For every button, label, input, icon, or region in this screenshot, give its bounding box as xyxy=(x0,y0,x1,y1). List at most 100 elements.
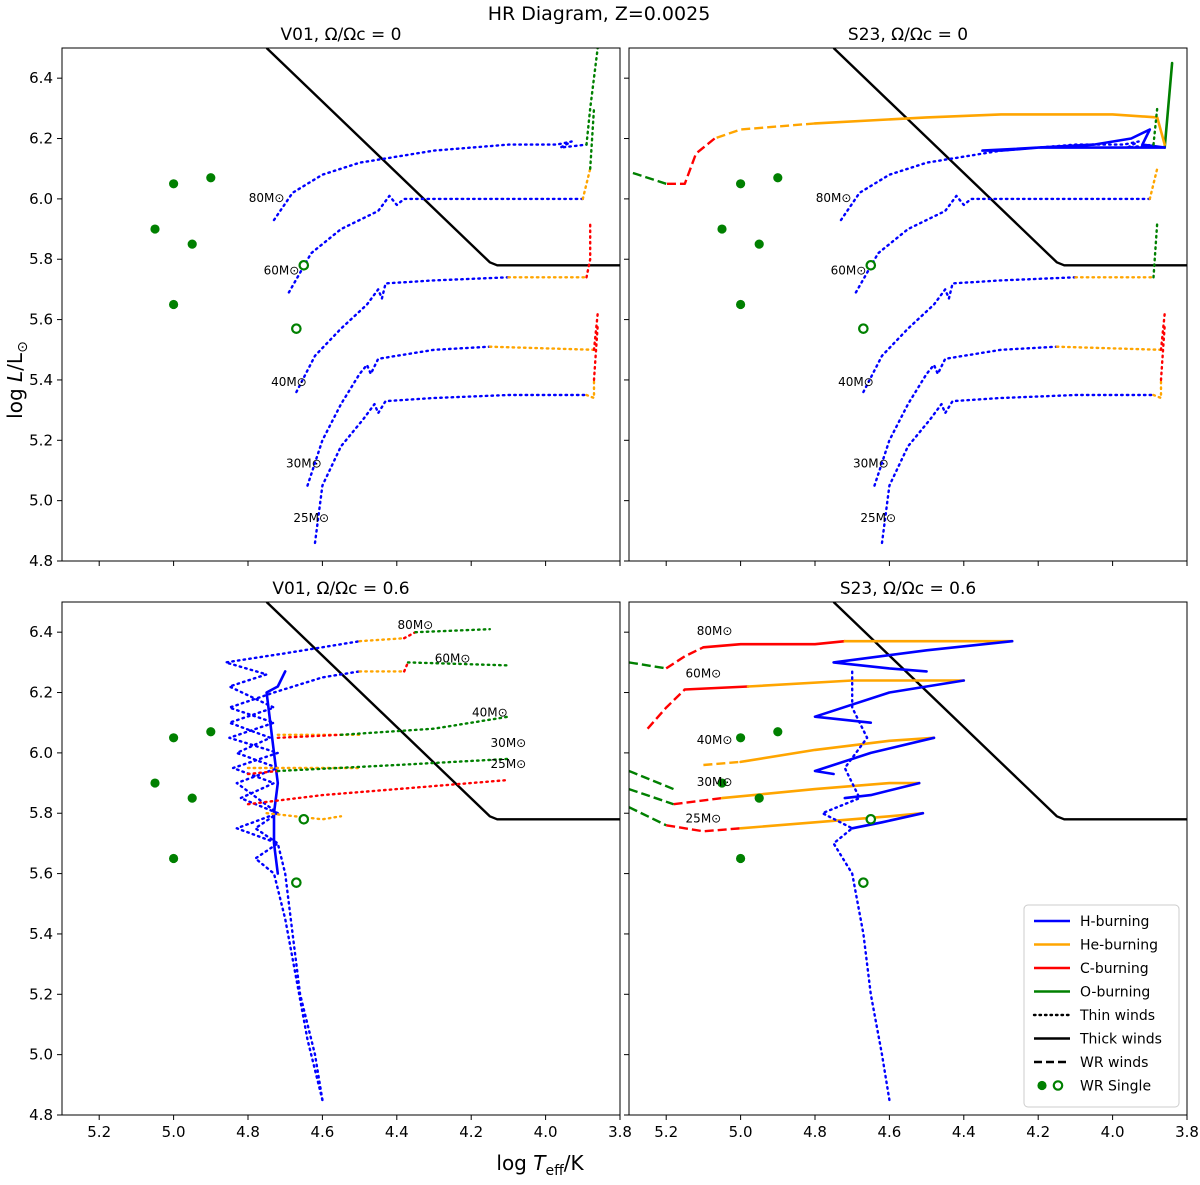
x-tick-label: 4.6 xyxy=(310,1123,334,1141)
track-40msun-He-WR xyxy=(703,760,741,767)
thick-wind-boundary-line xyxy=(832,602,1187,821)
track-25msun-He-thick xyxy=(739,811,925,830)
track-60msun-H-thin xyxy=(287,194,584,294)
wr-single-open-point xyxy=(298,813,310,825)
x-tick-label: 5.0 xyxy=(162,1123,186,1141)
track-60msun-He-thin xyxy=(581,167,592,201)
wr-single-filled-point xyxy=(169,179,179,189)
wr-single-filled-point xyxy=(187,239,197,249)
track-30msun-H-thick xyxy=(843,781,921,800)
legend-label: Thin winds xyxy=(1079,1008,1155,1024)
wr-single-filled-point xyxy=(169,733,179,743)
track-60msun-C-thin xyxy=(403,661,410,673)
track-80msun-H-thin xyxy=(272,140,588,222)
legend: H-burning He-burning C-burning O-burning Thi… xyxy=(1023,904,1180,1108)
track-25msun-He-thin xyxy=(1152,378,1163,400)
track-80msun-C-WR xyxy=(665,646,704,670)
mass-label: 60M⊙ xyxy=(435,651,471,665)
mass-label: 80M⊙ xyxy=(697,624,733,638)
track-25msun-H-thick xyxy=(850,811,925,830)
track-25msun-C-WR xyxy=(666,824,741,833)
track-30msun-C-thin xyxy=(592,312,599,351)
y-tick-label: 5.4 xyxy=(29,925,53,943)
panel-2: 80M⊙ 60M⊙ 40M⊙ 30M⊙ 25M⊙ S23, Ω/Ωc = 0 xyxy=(624,25,1188,566)
track-60msun-O-thin xyxy=(589,107,596,170)
track-80msun-O-thin xyxy=(585,48,599,146)
track-30msun-O-thin xyxy=(276,757,510,773)
track-30msun-He-thick xyxy=(720,781,921,800)
y-tick-label: 5.6 xyxy=(29,311,53,329)
x-tick-label: 3.8 xyxy=(608,1123,632,1141)
plot-frame xyxy=(628,47,1188,562)
mass-label: 30M⊙ xyxy=(491,736,527,750)
figure-title: HR Diagram, Z=0.0025 xyxy=(488,3,711,25)
x-tick-label: 3.8 xyxy=(1175,1123,1199,1141)
wr-single-filled-point xyxy=(754,239,764,249)
wr-single-filled-point xyxy=(736,853,746,864)
wr-single-filled-point xyxy=(717,224,727,234)
x-tick-label: 4.4 xyxy=(385,1123,409,1141)
track-60msun-O-thin xyxy=(1152,107,1159,146)
mass-label: 80M⊙ xyxy=(398,618,434,632)
x-tick-label: 4.0 xyxy=(534,1123,558,1141)
x-tick-label: 5.0 xyxy=(729,1123,753,1141)
panel-4: 80M⊙ 60M⊙ 40M⊙ 30M⊙ 25M⊙ S23, Ω/Ωc = 0.6 5.2 5.… xyxy=(624,579,1199,1141)
y-tick-label: 6.4 xyxy=(29,69,53,87)
track-40msun-C-thin xyxy=(276,733,343,739)
mass-label: 60M⊙ xyxy=(831,263,867,277)
track-25msun-He-thin xyxy=(265,812,343,821)
mass-label: 30M⊙ xyxy=(853,456,889,470)
legend-label: C-burning xyxy=(1080,961,1149,977)
wr-single-filled-point xyxy=(736,733,746,743)
track-40msun-He-thick xyxy=(739,736,936,764)
y-tick-label: 5.0 xyxy=(29,492,53,510)
track-25msun-H-thin xyxy=(873,345,1059,487)
track-30msun-H-thin xyxy=(862,276,1077,394)
track-25msun-H-thin xyxy=(313,393,588,545)
x-tick-label: 4.6 xyxy=(877,1123,901,1141)
wr-single-filled-point xyxy=(150,778,160,788)
track-25msun-H-thin xyxy=(821,670,891,1102)
y-tick-label: 4.8 xyxy=(29,552,53,570)
mass-label: 40M⊙ xyxy=(271,375,307,389)
panel-title: S23, Ω/Ωc = 0 xyxy=(848,25,968,45)
track-80msun-O-thick xyxy=(1163,61,1174,149)
wr-single-open-point xyxy=(298,259,310,271)
wr-single-filled-point xyxy=(206,173,216,183)
panel-3: 80M⊙ 60M⊙ 40M⊙ 30M⊙ 25M⊙ V01, Ω/Ωc = 0.6 5.2 5.… xyxy=(29,579,632,1141)
mass-label: 80M⊙ xyxy=(816,191,852,205)
track-30msun-O-thin xyxy=(1152,221,1159,279)
track-40msun-H-thin xyxy=(854,194,1152,294)
track-80msun-He-WR xyxy=(714,122,816,140)
track-60msun-H-thin xyxy=(839,140,1155,222)
legend-label: WR Single xyxy=(1080,1079,1151,1095)
y-tick-label: 6.2 xyxy=(29,684,53,702)
mass-label: 25M⊙ xyxy=(293,511,329,525)
y-tick-label: 6.4 xyxy=(29,623,53,641)
track-40msun-O-thin xyxy=(339,715,510,736)
legend-marker-filled xyxy=(1037,1080,1047,1091)
x-tick-label: 4.8 xyxy=(803,1123,827,1141)
track-25msun-He-thin xyxy=(585,378,596,400)
y-tick-label: 5.8 xyxy=(29,804,53,822)
wr-single-open-point xyxy=(858,877,869,888)
legend-label: He-burning xyxy=(1080,938,1158,954)
mass-label: 40M⊙ xyxy=(838,375,874,389)
thick-wind-boundary-line xyxy=(265,602,620,821)
wr-single-filled-point xyxy=(717,778,727,788)
y-tick-label: 5.2 xyxy=(29,985,53,1003)
mass-label: 30M⊙ xyxy=(697,775,733,789)
track-40msun-H-thick xyxy=(813,736,936,776)
track-60msun-O-thin xyxy=(406,661,510,667)
wr-single-filled-point xyxy=(206,727,216,737)
track-80msun-He-thin xyxy=(358,637,406,643)
wr-single-filled-point xyxy=(736,299,746,310)
track-25msun-C-thin xyxy=(1159,312,1166,351)
mass-label: 60M⊙ xyxy=(686,666,722,680)
x-tick-label: 4.2 xyxy=(1026,1123,1050,1141)
y-tick-label: 6.0 xyxy=(29,190,53,208)
x-tick-label: 5.2 xyxy=(87,1123,111,1141)
track-40msun-He-thin xyxy=(1148,167,1159,201)
x-axis-label: log Teff/K xyxy=(496,1151,584,1179)
mass-label: 60M⊙ xyxy=(264,263,300,277)
